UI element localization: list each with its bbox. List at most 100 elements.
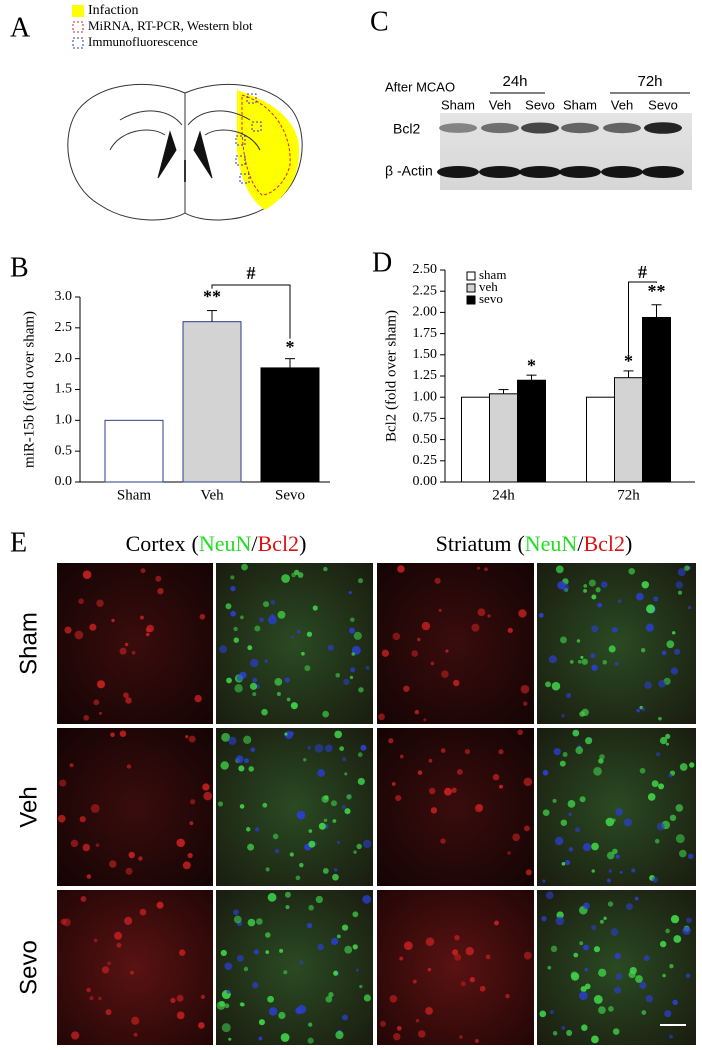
cell	[299, 960, 304, 965]
cell	[669, 814, 677, 822]
cell	[673, 935, 682, 943]
cell	[570, 972, 580, 981]
cell	[687, 605, 692, 610]
cell	[90, 803, 100, 813]
cell	[119, 730, 127, 737]
cell	[487, 614, 491, 618]
cell	[109, 860, 117, 868]
cell	[253, 949, 259, 955]
micrograph	[377, 563, 534, 724]
cell	[417, 770, 423, 775]
cell	[185, 735, 189, 739]
y-tick-label: 3.0	[55, 289, 73, 304]
cell	[82, 570, 92, 579]
cell	[614, 661, 619, 666]
cell	[661, 650, 667, 656]
cell	[226, 989, 231, 994]
cell	[336, 934, 341, 939]
cell	[639, 981, 647, 989]
cell	[236, 954, 244, 962]
cell	[335, 672, 341, 678]
bar	[642, 316, 671, 483]
cell	[245, 827, 251, 832]
cell	[418, 1030, 426, 1038]
cell	[325, 744, 333, 753]
cell	[71, 1031, 80, 1040]
row-label: Sham	[15, 612, 42, 675]
bar	[182, 321, 242, 483]
cell	[427, 967, 432, 972]
cell	[194, 694, 202, 703]
cell	[520, 684, 530, 694]
y-tick-label: 1.25	[413, 368, 438, 383]
cell	[421, 621, 431, 631]
cell	[178, 949, 186, 956]
cell	[647, 793, 656, 801]
cell	[658, 783, 665, 790]
lane-label: Sham	[441, 97, 475, 112]
cell	[665, 733, 671, 739]
cell	[512, 833, 520, 842]
cell	[286, 697, 291, 702]
cell	[639, 767, 646, 774]
cell	[399, 956, 404, 961]
cell	[353, 850, 357, 854]
cell	[110, 732, 115, 738]
significance-mark: #	[638, 262, 647, 282]
cell	[249, 682, 258, 690]
cell	[138, 856, 143, 861]
bar	[489, 393, 518, 483]
header-part: Striatum	[436, 531, 512, 556]
cell	[221, 1023, 231, 1033]
cell	[611, 626, 618, 633]
cell	[423, 718, 427, 722]
cell	[176, 1011, 185, 1020]
cell	[279, 948, 284, 953]
cell	[646, 604, 655, 614]
cell	[230, 575, 235, 580]
cell	[252, 982, 259, 989]
cell	[247, 645, 253, 651]
cell	[357, 752, 363, 758]
cell	[560, 636, 567, 644]
cell	[672, 631, 676, 635]
cell	[198, 1022, 205, 1029]
cell	[619, 870, 623, 874]
cell	[284, 732, 288, 736]
cell	[272, 833, 279, 840]
cell	[190, 799, 196, 805]
cell	[355, 968, 359, 972]
cell	[105, 1009, 112, 1016]
header-part: NeuN	[525, 531, 578, 556]
cell	[430, 807, 438, 814]
cell	[297, 572, 304, 578]
cell	[545, 891, 554, 900]
cell	[549, 1010, 554, 1015]
cell	[392, 632, 401, 641]
cell	[357, 578, 364, 584]
header-part: Bcl2	[583, 531, 625, 556]
cell	[114, 931, 123, 940]
x-tick-label: Sevo	[275, 487, 305, 503]
cell	[357, 777, 365, 786]
cell	[219, 1000, 226, 1007]
cell	[659, 940, 667, 948]
cell	[130, 970, 134, 975]
cell	[577, 659, 582, 664]
cell	[155, 575, 162, 582]
cell	[123, 692, 129, 699]
condition-label: After MCAO	[385, 79, 455, 94]
cell	[306, 631, 313, 637]
significance-mark: **	[648, 281, 666, 301]
cell	[318, 822, 326, 830]
time-label: 72h	[637, 73, 662, 90]
cell	[454, 934, 460, 941]
cell	[583, 584, 588, 588]
blot-band	[601, 166, 643, 178]
cell	[317, 943, 324, 951]
cell	[89, 996, 94, 1001]
cell	[561, 714, 565, 718]
cell	[285, 905, 290, 910]
header-part: (	[192, 531, 199, 556]
legend-swatch	[466, 283, 476, 293]
